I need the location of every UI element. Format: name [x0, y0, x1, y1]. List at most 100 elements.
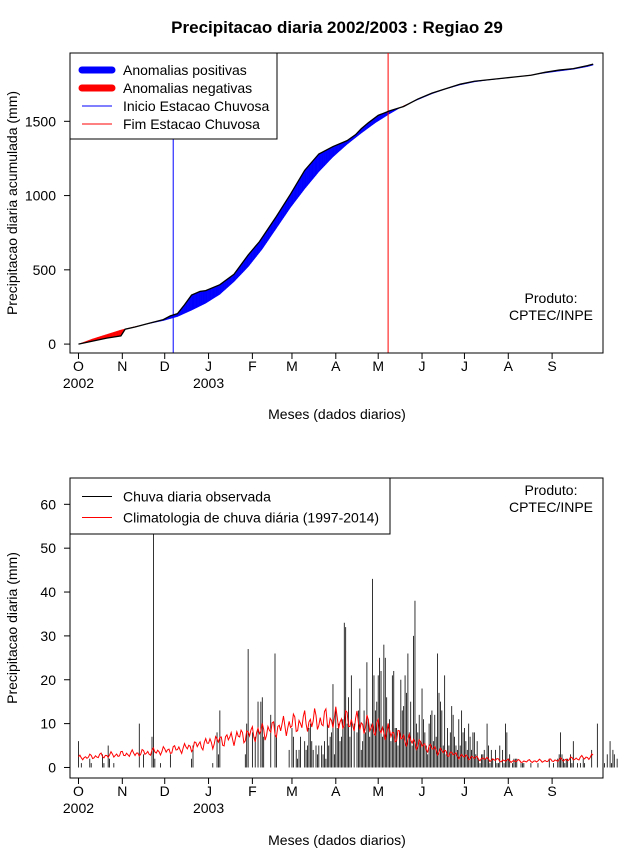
- positive-anomaly-segment: [325, 149, 328, 165]
- top-x-tick-label: M: [286, 358, 298, 374]
- positive-anomaly-segment: [321, 151, 324, 170]
- top-y-tick-label: 1500: [25, 113, 56, 129]
- positive-anomaly-segment: [201, 290, 204, 306]
- bottom-x-tick-label: N: [117, 783, 127, 799]
- positive-anomaly-segment: [327, 148, 329, 164]
- positive-anomaly-segment: [212, 286, 215, 300]
- top-legend-label: Fim Estacao Chuvosa: [123, 116, 260, 132]
- positive-anomaly-segment: [329, 146, 332, 161]
- top-x-tick-label: A: [504, 358, 514, 374]
- daily-precip-chart: 0 10 20 30 40 50 60 O N D J F M A M J J A S 2002 2003 Preci…: [4, 477, 618, 848]
- positive-anomaly-segment: [314, 156, 317, 178]
- produto-label-bottom: Produto:: [525, 482, 578, 498]
- top-year-label: 2002: [63, 375, 94, 391]
- positive-anomaly-segment: [310, 161, 312, 183]
- positive-anomaly-segment: [198, 291, 201, 308]
- bottom-y-tick-label: 20: [40, 672, 56, 688]
- positive-anomaly-segment: [199, 290, 202, 307]
- bottom-x-tick-label: F: [248, 783, 257, 799]
- top-legend-label: Anomalias negativas: [123, 80, 252, 96]
- bottom-y-tick-label: 60: [40, 496, 56, 512]
- top-y-axis-label: Precipitacao diaria acumulada (mm): [4, 91, 20, 315]
- produto-source-bottom: CPTEC/INPE: [509, 499, 593, 515]
- positive-anomaly-segment: [307, 164, 310, 187]
- top-x-tick-label: O: [73, 358, 84, 374]
- positive-anomaly-segment: [331, 146, 334, 159]
- top-year-label: 2003: [193, 375, 224, 391]
- bottom-x-axis-label: Meses (dados diarios): [268, 832, 406, 848]
- negative-anomaly-segment: [116, 330, 119, 337]
- bottom-y-tick-label: 40: [40, 584, 56, 600]
- positive-anomaly-segment: [208, 288, 211, 302]
- positive-anomaly-segment: [209, 287, 212, 301]
- bottom-legend: Chuva diaria observada Climatologia de ch…: [69, 477, 391, 535]
- positive-anomaly-segment: [324, 149, 327, 167]
- top-x-tick-label: J: [205, 358, 212, 374]
- positive-anomaly-segment: [191, 294, 194, 311]
- positive-anomaly-segment: [197, 291, 199, 308]
- positive-anomaly-segment: [318, 152, 321, 173]
- observed-daily-bars: [78, 478, 618, 768]
- positive-anomaly-segment: [206, 289, 209, 303]
- positive-anomaly-segment: [202, 290, 205, 305]
- bottom-y-tick-label: 30: [40, 628, 56, 644]
- top-x-tick-label: F: [248, 358, 257, 374]
- bottom-x-tick-label: A: [504, 783, 514, 799]
- produto-label-top: Produto:: [525, 290, 578, 306]
- positive-anomaly-segment: [308, 163, 311, 185]
- bottom-x-tick-label: O: [73, 783, 84, 799]
- bottom-x-tick-label: M: [372, 783, 384, 799]
- positive-anomaly-segment: [338, 143, 341, 153]
- top-x-tick-label: J: [461, 358, 468, 374]
- positive-anomaly-segment: [320, 152, 322, 171]
- positive-anomaly-segment: [192, 293, 195, 310]
- positive-anomaly-segment: [337, 143, 339, 154]
- positive-anomaly-segment: [218, 284, 221, 296]
- bottom-x-tick-label: A: [331, 783, 341, 799]
- positive-anomaly-segment: [305, 166, 308, 188]
- positive-anomaly-segment: [194, 292, 197, 310]
- produto-source-top: CPTEC/INPE: [509, 307, 593, 323]
- climatology-daily-line: [78, 706, 594, 764]
- top-x-tick-label: M: [372, 358, 384, 374]
- positive-anomaly-segment: [204, 290, 206, 305]
- top-legend: Anomalias positivas Anomalias negativas In…: [69, 52, 278, 140]
- positive-anomaly-segment: [211, 287, 213, 301]
- bottom-y-tick-label: 0: [48, 759, 56, 775]
- positive-anomaly-segment: [216, 284, 219, 297]
- bottom-x-tick-label: J: [205, 783, 212, 799]
- accumulated-precip-chart: 0 500 1000 1500 O N D J F M A M J J A S 2002 2003 Precip…: [4, 52, 604, 422]
- positive-anomaly-segment: [304, 168, 307, 190]
- positive-anomaly-segment: [332, 145, 335, 158]
- positive-anomaly-segment: [195, 292, 198, 309]
- top-y-tick-label: 500: [33, 262, 57, 278]
- positive-anomaly-segment: [312, 158, 315, 180]
- positive-anomaly-segment: [215, 285, 218, 298]
- top-x-tick-label: A: [331, 358, 341, 374]
- chart-title: Precipitacao diaria 2002/2003 : Regiao 2…: [171, 18, 503, 37]
- bottom-legend-label: Chuva diaria observada: [123, 489, 271, 505]
- bottom-y-axis-label: Precipitacao diaria (mm): [4, 552, 20, 704]
- top-legend-label: Inicio Estacao Chuvosa: [123, 98, 270, 114]
- negative-anomaly-segment: [117, 330, 120, 337]
- bottom-y-axis: 0 10 20 30 40 50 60: [40, 496, 71, 775]
- top-x-axis: O N D J F M A M J J A S 2002 2003: [63, 352, 557, 391]
- bottom-y-tick-label: 50: [40, 540, 56, 556]
- bottom-year-label: 2003: [193, 800, 224, 816]
- positive-anomaly-segment: [311, 159, 314, 181]
- positive-anomaly-segment: [322, 150, 325, 168]
- bottom-legend-box: [69, 477, 391, 535]
- positive-anomaly-segment: [335, 144, 338, 155]
- bottom-x-axis: O N D J F M A M J J A S 2002 2003: [63, 777, 557, 816]
- bottom-year-label: 2002: [63, 800, 94, 816]
- positive-anomaly-segment: [205, 289, 208, 304]
- bottom-x-tick-label: D: [160, 783, 170, 799]
- positive-anomaly-segment: [317, 153, 320, 175]
- bottom-x-tick-label: J: [461, 783, 468, 799]
- top-x-tick-label: D: [160, 358, 170, 374]
- top-x-tick-label: J: [419, 358, 426, 374]
- bottom-legend-label: Climatologia de chuva diária (1997-2014): [123, 510, 379, 526]
- bottom-y-tick-label: 10: [40, 716, 56, 732]
